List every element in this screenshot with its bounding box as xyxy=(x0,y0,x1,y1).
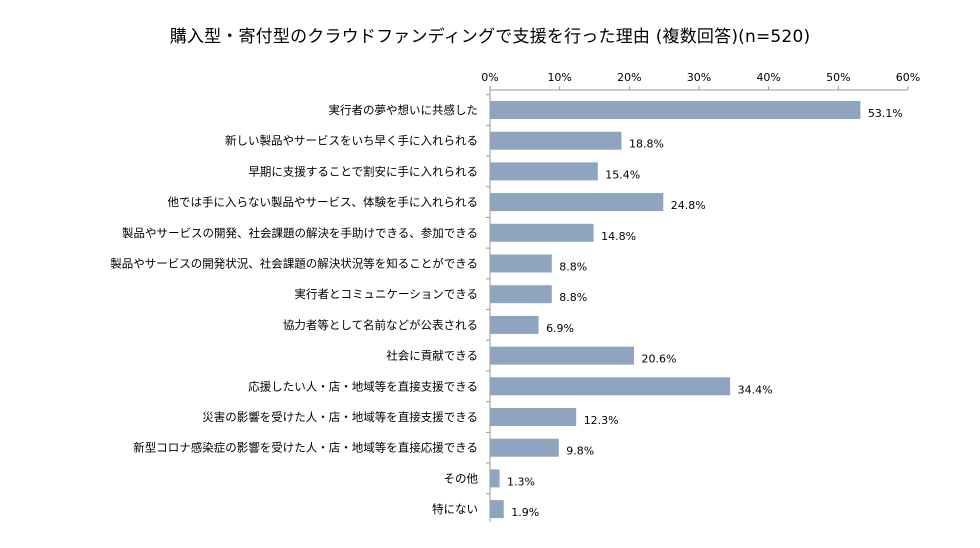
bar xyxy=(490,162,598,181)
bars xyxy=(490,101,861,519)
category-label: 新しい製品やサービスをいち早く手に入れられる xyxy=(225,134,478,148)
category-label: 特にない xyxy=(432,502,478,516)
bar xyxy=(490,346,635,365)
category-label: 社会に貢献できる xyxy=(386,349,478,363)
value-label: 1.9% xyxy=(511,506,539,519)
category-label: 災害の影響を受けた人・店・地域等を直接支援できる xyxy=(202,410,478,424)
value-label: 34.4% xyxy=(738,383,773,396)
value-label: 14.8% xyxy=(601,230,636,243)
category-label: 実行者の夢や想いに共感した xyxy=(329,103,479,117)
category-label: 実行者とコミュニケーションできる xyxy=(294,287,478,301)
category-label: 早期に支援することで割安に手に入れられる xyxy=(248,164,478,178)
value-labels: 53.1% 18.8% 15.4% 24.8% 14.8% 8.8% 8.8% 6.9% 20.… xyxy=(507,107,903,519)
x-axis: 0% 10% 20% 30% 40% 50% 60% xyxy=(481,71,920,523)
bar xyxy=(490,285,552,304)
category-label: 応援したい人・店・地域等を直接支援できる xyxy=(248,379,478,393)
value-label: 8.8% xyxy=(559,291,587,304)
x-tick-label: 20% xyxy=(617,71,641,84)
value-label: 15.4% xyxy=(605,168,640,181)
x-tick-label: 0% xyxy=(481,71,498,84)
value-label: 8.8% xyxy=(559,261,587,274)
x-tick-label: 60% xyxy=(896,71,920,84)
value-label: 20.6% xyxy=(642,353,677,366)
value-label: 9.8% xyxy=(566,445,594,458)
category-label: 他では手に入らない製品やサービス、体験を手に入れられる xyxy=(168,195,479,209)
category-label: 協力者等として名前などが公表される xyxy=(283,318,478,332)
bar xyxy=(490,254,552,273)
x-tick-label: 10% xyxy=(547,71,571,84)
category-label: 新型コロナ感染症の影響を受けた人・店・地域等を直接応援できる xyxy=(133,441,478,455)
bar xyxy=(490,377,731,396)
bar xyxy=(490,131,622,150)
value-label: 18.8% xyxy=(629,138,664,151)
category-labels: 実行者の夢や想いに共感した新しい製品やサービスをいち早く手に入れられる早期に支援… xyxy=(110,103,478,516)
x-tick-label: 50% xyxy=(826,71,850,84)
x-tick-label: 40% xyxy=(756,71,780,84)
category-label: 製品やサービスの開発、社会課題の解決を手助けできる、参加できる xyxy=(122,226,478,240)
category-label: 製品やサービスの開発状況、社会課題の解決状況等を知ることができる xyxy=(110,257,478,271)
value-label: 6.9% xyxy=(546,322,574,335)
bar xyxy=(490,193,664,212)
chart-title: 購入型・寄付型のクラウドファンディングで支援を行った理由 (複数回答)(n=52… xyxy=(169,27,811,47)
bar xyxy=(490,408,577,426)
category-label: その他 xyxy=(444,471,479,485)
bar xyxy=(490,469,500,488)
bar xyxy=(490,500,504,519)
bar xyxy=(490,315,539,334)
bar xyxy=(490,101,861,119)
value-label: 53.1% xyxy=(868,107,903,120)
bar xyxy=(490,438,559,457)
value-label: 1.3% xyxy=(507,475,535,488)
x-tick-label: 30% xyxy=(687,71,711,84)
bar xyxy=(490,223,594,242)
value-label: 24.8% xyxy=(671,199,706,212)
value-label: 12.3% xyxy=(584,414,619,427)
